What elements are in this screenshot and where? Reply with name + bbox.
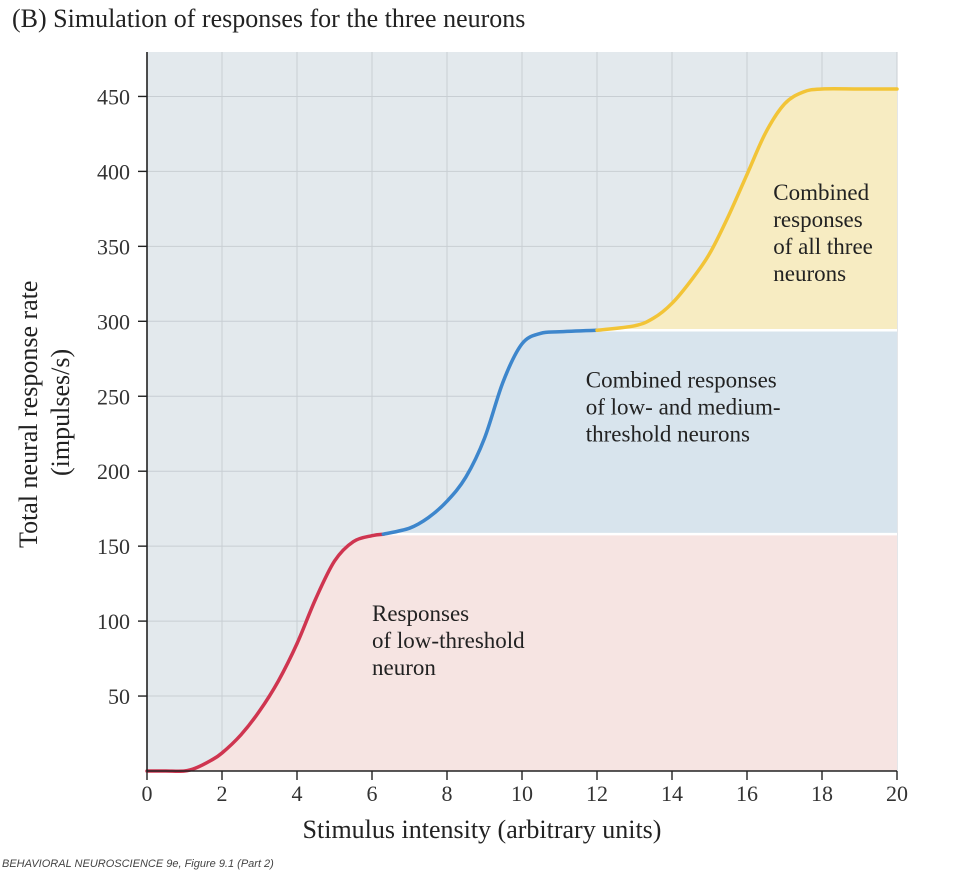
series-line-3 — [595, 87, 899, 333]
x-tick-label: 18 — [811, 781, 833, 806]
series-line-2 — [381, 328, 599, 536]
annotation-line: of low- and medium- — [586, 394, 781, 419]
y-tick-label: 150 — [97, 534, 130, 559]
axes — [138, 52, 898, 780]
annotation-line: neuron — [372, 655, 436, 680]
y-tick-label: 250 — [97, 384, 130, 409]
y-tick-label: 450 — [97, 84, 130, 109]
annotation-line: of all three — [773, 234, 873, 259]
figure-credit: BEHAVIORAL NEUROSCIENCE 9e, Figure 9.1 (… — [2, 858, 274, 870]
chart-title: (B) Simulation of responses for the thre… — [12, 4, 526, 33]
region-fill-3 — [597, 88, 897, 331]
annotation-line: neurons — [773, 261, 846, 286]
annotation-line: Combined responses — [586, 367, 777, 392]
region-fill-1 — [147, 534, 897, 772]
annotation-line: threshold neurons — [586, 421, 750, 446]
y-tick-label: 200 — [97, 459, 130, 484]
tick-labels: 0 2 4 6 8 10 12 14 16 18 20 50 100 150 200 250 300 350 400… — [97, 84, 908, 806]
x-tick-label: 14 — [661, 781, 683, 806]
region-fill-2 — [383, 330, 897, 535]
x-tick-label: 8 — [442, 781, 453, 806]
x-tick-label: 4 — [292, 781, 303, 806]
annotation-line: Combined — [773, 180, 869, 205]
annotation-1: Responses of low-threshold neuron — [372, 601, 525, 680]
annotations: Responses of low-threshold neuron Combined … — [372, 180, 873, 680]
annotation-line: Responses — [372, 601, 469, 626]
x-tick-label: 2 — [217, 781, 228, 806]
y-tick-label: 300 — [97, 309, 130, 334]
annotation-3: Combined responses of all three neurons — [773, 180, 873, 286]
x-tick-label: 6 — [367, 781, 378, 806]
x-axis-title: Stimulus intensity (arbitrary units) — [303, 815, 662, 844]
annotation-2: Combined responses of low- and medium-thr… — [586, 367, 781, 446]
y-tick-label: 50 — [108, 684, 130, 709]
x-tick-label: 20 — [886, 781, 908, 806]
y-tick-label: 400 — [97, 159, 130, 184]
x-tick-label: 0 — [142, 781, 153, 806]
x-tick-label: 16 — [736, 781, 758, 806]
x-tick-label: 10 — [511, 781, 533, 806]
y-tick-label: 100 — [97, 609, 130, 634]
annotation-line: of low-threshold — [372, 628, 525, 653]
x-tick-label: 12 — [586, 781, 608, 806]
y-tick-label: 350 — [97, 234, 130, 259]
annotation-line: responses — [773, 207, 862, 232]
region-fills — [147, 88, 897, 772]
